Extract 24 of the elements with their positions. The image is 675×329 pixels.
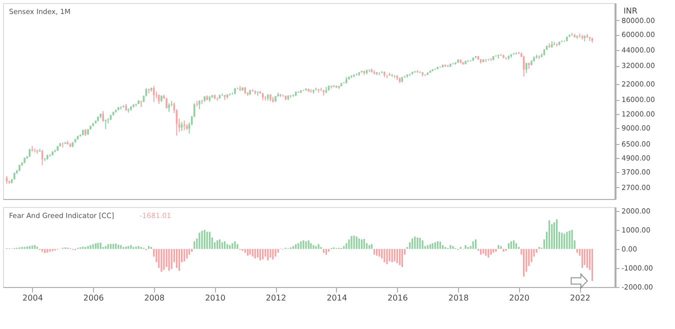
x-tick-label: 2012 [266, 294, 286, 302]
candlestick [166, 97, 168, 109]
x-tick-label: 2008 [144, 294, 165, 302]
x-tick-label: 2006 [83, 294, 104, 302]
candlestick [196, 100, 198, 107]
candlestick [102, 110, 104, 122]
candlestick [201, 99, 203, 104]
candlestick [183, 120, 186, 131]
candlestick [34, 148, 36, 153]
candlestick [264, 96, 266, 101]
candlestick [152, 85, 155, 102]
y-axis-title: INR [624, 6, 638, 16]
x-tick-label: 2022 [570, 294, 590, 302]
x-tick-label: 2010 [205, 294, 226, 302]
candlestick [158, 94, 160, 104]
x-tick-label: 2004 [22, 294, 43, 302]
x-tick-label: 2018 [448, 294, 469, 302]
candlestick [320, 87, 322, 92]
candlestick [526, 62, 528, 74]
x-tick-label: 2014 [326, 294, 348, 302]
candlestick [49, 154, 51, 158]
x-tick-label: 2016 [388, 294, 408, 302]
candlestick [310, 88, 312, 94]
x-tick-label: 2020 [509, 294, 530, 302]
